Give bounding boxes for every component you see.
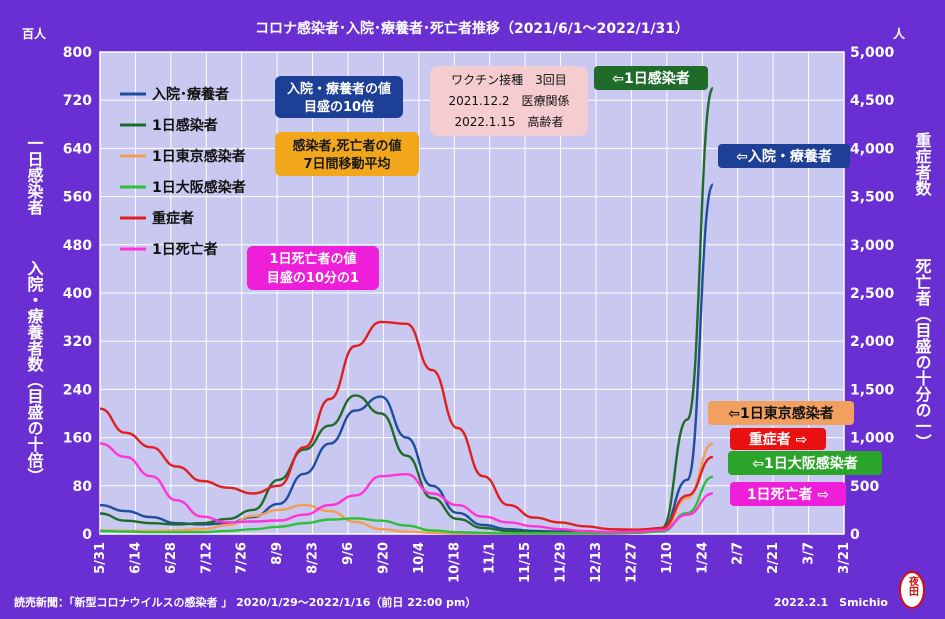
tag-infected: ⇦1日感染者 bbox=[594, 66, 708, 90]
right-axis-ticks: 0 500 1,000 1,500 2,000 2,500 3,000 3,500 4,000 4… bbox=[850, 45, 895, 543]
right-tick-label: 3,500 bbox=[850, 190, 895, 206]
note-vaccine-line-1: ワクチン接種 3回目 bbox=[451, 72, 567, 87]
note-blue-line-2: 目盛の10倍 bbox=[304, 99, 374, 115]
tag-hosp-label: ⇦入院・療養者 bbox=[736, 148, 832, 165]
tag-tokyo: ⇦1日東京感染者 bbox=[708, 401, 854, 425]
right-tick-label: 2,500 bbox=[850, 286, 895, 302]
right-axis-label-1: 重症者数 bbox=[913, 131, 933, 197]
series-lines bbox=[99, 86, 715, 535]
tag-hosp: ⇦入院・療養者 bbox=[718, 144, 850, 168]
seal-stamp: 夜田 bbox=[899, 571, 925, 609]
right-tick-label: 2,000 bbox=[850, 334, 895, 350]
legend-label: 1日死亡者 bbox=[152, 241, 218, 258]
chart-title: コロナ感染者･入院･療養者･死亡者推移（2021/6/1～2022/1/31） bbox=[255, 20, 689, 37]
note-vaccine-line-2: 2021.12.2 医療関係 bbox=[448, 94, 569, 108]
x-axis-ticks: 5/31 6/14 6/28 7/12 7/26 8/9 8/23 9/6 9/20 10/4 10… bbox=[93, 542, 852, 583]
left-tick-label: 160 bbox=[63, 431, 92, 447]
x-tick-label: 1/24 bbox=[695, 542, 710, 574]
note-blue: 入院・療養者の値 目盛の10倍 bbox=[275, 76, 403, 118]
x-tick-label: 11/15 bbox=[518, 542, 533, 583]
right-tick-label: 1,500 bbox=[850, 382, 895, 398]
left-tick-label: 0 bbox=[82, 527, 92, 543]
seal-text: 夜田 bbox=[907, 575, 920, 597]
x-tick-label: 12/27 bbox=[624, 542, 639, 583]
tag-death: 1日死亡者 ⇨ bbox=[730, 482, 846, 506]
series-line-1日死亡者 bbox=[99, 442, 714, 534]
x-tick-label: 10/18 bbox=[447, 542, 462, 583]
tag-tokyo-label: ⇦1日東京感染者 bbox=[728, 405, 833, 422]
tag-severe: 重症者 ⇨ bbox=[730, 428, 826, 450]
left-tick-label: 240 bbox=[63, 382, 92, 398]
right-tick-label: 0 bbox=[850, 527, 860, 543]
legend-label: 入院･療養者 bbox=[152, 86, 229, 103]
right-tick-label: 1,000 bbox=[850, 431, 895, 447]
credit: 2022.2.1 Smichio bbox=[774, 596, 889, 609]
note-blue-line-1: 入院・療養者の値 bbox=[287, 81, 391, 97]
note-pink-line-2: 目盛の10分の1 bbox=[267, 270, 359, 286]
x-tick-label: 11/29 bbox=[554, 542, 569, 583]
left-tick-label: 400 bbox=[63, 286, 92, 302]
x-tick-label: 10/4 bbox=[412, 542, 427, 574]
right-tick-label: 3,000 bbox=[850, 238, 895, 254]
x-tick-label: 9/6 bbox=[341, 542, 356, 565]
note-vaccine: ワクチン接種 3回目 2021.12.2 医療関係 2022.1.15 高齢者 bbox=[430, 66, 588, 136]
x-tick-label: 2/7 bbox=[731, 542, 746, 565]
x-tick-label: 7/26 bbox=[235, 542, 250, 574]
legend-label: 1日東京感染者 bbox=[152, 148, 246, 165]
note-pink: 1日死亡者の値 目盛の10分の1 bbox=[247, 246, 379, 290]
note-vaccine-line-3: 2022.1.15 高齢者 bbox=[454, 114, 563, 129]
right-axis-label-2: 死亡者（目盛の十分の一） bbox=[913, 258, 933, 450]
note-orange-line-2: 7日間移動平均 bbox=[303, 156, 390, 172]
x-tick-label: 6/28 bbox=[164, 542, 179, 574]
note-orange: 感染者,死亡者の値 7日間移動平均 bbox=[275, 132, 419, 176]
x-tick-label: 1/10 bbox=[660, 542, 675, 574]
note-orange-line-1: 感染者,死亡者の値 bbox=[293, 138, 402, 154]
left-tick-label: 480 bbox=[63, 238, 92, 254]
left-tick-label: 720 bbox=[63, 93, 92, 109]
x-tick-label: 5/31 bbox=[93, 542, 108, 574]
right-tick-label: 4,500 bbox=[850, 93, 895, 109]
x-tick-label: 2/21 bbox=[766, 542, 781, 574]
legend-label: 1日大阪感染者 bbox=[152, 179, 246, 196]
x-tick-label: 8/9 bbox=[270, 542, 285, 565]
right-unit: 人 bbox=[893, 26, 906, 41]
x-tick-label: 9/20 bbox=[376, 542, 391, 574]
left-axis-label-1: 一日感染者 bbox=[25, 135, 45, 216]
x-tick-label: 3/7 bbox=[802, 542, 817, 565]
tag-death-label: 1日死亡者 ⇨ bbox=[747, 486, 829, 503]
right-tick-label: 500 bbox=[850, 479, 879, 495]
x-tick-label: 3/21 bbox=[837, 542, 852, 574]
x-tick-label: 11/1 bbox=[483, 542, 498, 574]
left-unit: 百人 bbox=[22, 26, 47, 41]
x-tick-label: 8/23 bbox=[306, 542, 321, 574]
note-pink-line-1: 1日死亡者の値 bbox=[269, 251, 356, 267]
tag-osaka-label: ⇦1日大阪感染者 bbox=[752, 455, 857, 472]
tag-infected-label: ⇦1日感染者 bbox=[612, 70, 689, 87]
left-tick-label: 80 bbox=[73, 479, 93, 495]
legend-label: 重症者 bbox=[152, 210, 194, 227]
series-line-重症者 bbox=[99, 320, 714, 531]
x-tick-label: 12/13 bbox=[589, 542, 604, 583]
left-tick-label: 800 bbox=[63, 45, 92, 61]
left-axis-label-2: 入院・療養者数（目盛の十倍） bbox=[25, 260, 45, 484]
series-line-1日大阪感染者 bbox=[99, 475, 714, 535]
right-tick-label: 5,000 bbox=[850, 45, 895, 61]
left-tick-label: 560 bbox=[63, 190, 92, 206]
tag-severe-label: 重症者 ⇨ bbox=[749, 431, 808, 448]
x-tick-label: 7/12 bbox=[199, 542, 214, 574]
x-tick-label: 6/14 bbox=[128, 542, 143, 574]
left-axis-ticks: 0 80 160 240 320 400 480 560 640 720 800 bbox=[63, 45, 92, 543]
right-tick-label: 4,000 bbox=[850, 141, 895, 157]
legend-label: 1日感染者 bbox=[152, 117, 218, 134]
source-note: 読売新聞：「新型コロナウイルスの感染者 」 2020/1/29～2022/1/1… bbox=[14, 595, 476, 609]
left-tick-label: 320 bbox=[63, 334, 92, 350]
tag-osaka: ⇦1日大阪感染者 bbox=[728, 451, 882, 475]
left-tick-label: 640 bbox=[63, 141, 92, 157]
